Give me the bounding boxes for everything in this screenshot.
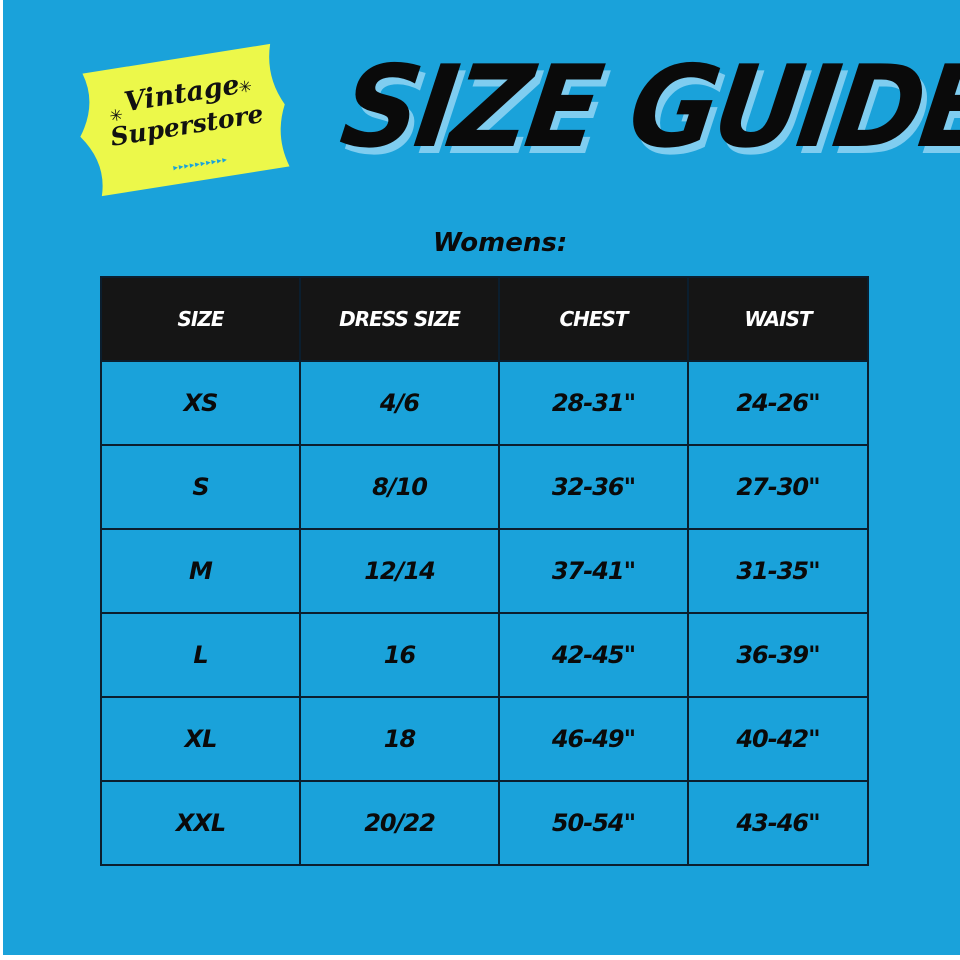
table-header-row: SIZE DRESS SIZE CHEST WAIST [100, 276, 869, 362]
cell-chest: 50-54" [498, 780, 689, 866]
page-title: SIZE GUIDE [333, 41, 960, 174]
size-guide-canvas: ✳ ✳ ▸▸▸▸▸▸▸▸▸▸ Vintage Superstore SIZE G… [3, 0, 960, 955]
cell-size: XL [100, 696, 301, 782]
cell-size: XXL [100, 780, 301, 866]
cell-chest: 37-41" [498, 528, 689, 614]
cell-size: L [100, 612, 301, 698]
table-row: XS 4/6 28-31" 24-26" [100, 360, 869, 446]
svg-text:✳: ✳ [108, 105, 124, 126]
cell-size: S [100, 444, 301, 530]
cell-dress-size: 4/6 [299, 360, 500, 446]
table-row: M 12/14 37-41" 31-35" [100, 528, 869, 614]
cell-waist: 43-46" [687, 780, 869, 866]
cell-chest: 32-36" [498, 444, 689, 530]
cell-dress-size: 18 [299, 696, 500, 782]
cell-chest: 42-45" [498, 612, 689, 698]
cell-size: M [100, 528, 301, 614]
header-size: SIZE [100, 276, 301, 362]
size-table: SIZE DRESS SIZE CHEST WAIST XS 4/6 28-31… [100, 276, 869, 866]
table-row: S 8/10 32-36" 27-30" [100, 444, 869, 530]
cell-dress-size: 8/10 [299, 444, 500, 530]
cell-waist: 40-42" [687, 696, 869, 782]
header-waist: WAIST [687, 276, 869, 362]
cell-chest: 46-49" [498, 696, 689, 782]
cell-dress-size: 20/22 [299, 780, 500, 866]
table-row: L 16 42-45" 36-39" [100, 612, 869, 698]
cell-waist: 36-39" [687, 612, 869, 698]
cell-size: XS [100, 360, 301, 446]
svg-text:✳: ✳ [237, 76, 253, 97]
cell-waist: 31-35" [687, 528, 869, 614]
cell-dress-size: 16 [299, 612, 500, 698]
ticket-shape-icon: ✳ ✳ ▸▸▸▸▸▸▸▸▸▸ [80, 43, 290, 197]
cell-chest: 28-31" [498, 360, 689, 446]
section-subtitle: Womens: [433, 228, 568, 258]
header-dress-size: DRESS SIZE [299, 276, 500, 362]
cell-waist: 24-26" [687, 360, 869, 446]
table-row: XL 18 46-49" 40-42" [100, 696, 869, 782]
header-chest: CHEST [498, 276, 689, 362]
cell-dress-size: 12/14 [299, 528, 500, 614]
vintage-superstore-logo: ✳ ✳ ▸▸▸▸▸▸▸▸▸▸ Vintage Superstore [61, 33, 310, 207]
table-row: XXL 20/22 50-54" 43-46" [100, 780, 869, 866]
cell-waist: 27-30" [687, 444, 869, 530]
